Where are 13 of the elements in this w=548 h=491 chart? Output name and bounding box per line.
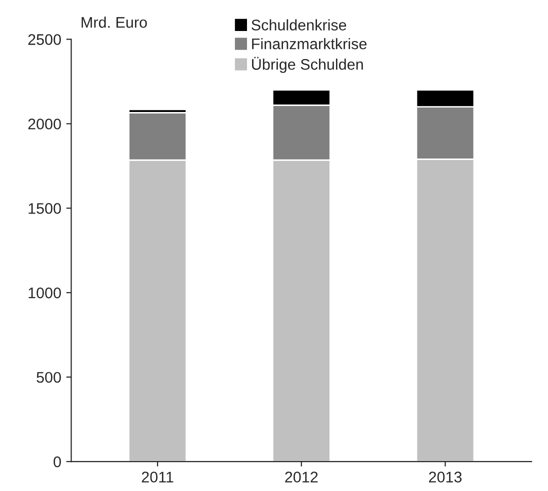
y-axis-title: Mrd. Euro	[82, 16, 147, 28]
x-tick-label: 2012	[285, 472, 318, 482]
y-tick-label: 2500	[28, 34, 61, 45]
x-tick-label: 2011	[142, 472, 174, 482]
legend-label: Finanzmarktkrise	[252, 38, 367, 50]
y-tick-label: 0	[54, 456, 61, 468]
legend-label: Schuldenkrise	[252, 19, 346, 30]
y-tick-label: 500	[36, 372, 61, 383]
y-tick-label: 1500	[28, 203, 61, 214]
y-tick-label: 2000	[28, 118, 61, 130]
legend-label: Übrige Schulden	[252, 56, 363, 73]
y-tick-label: 1000	[28, 288, 61, 298]
x-tick-label: 2013	[429, 472, 462, 482]
